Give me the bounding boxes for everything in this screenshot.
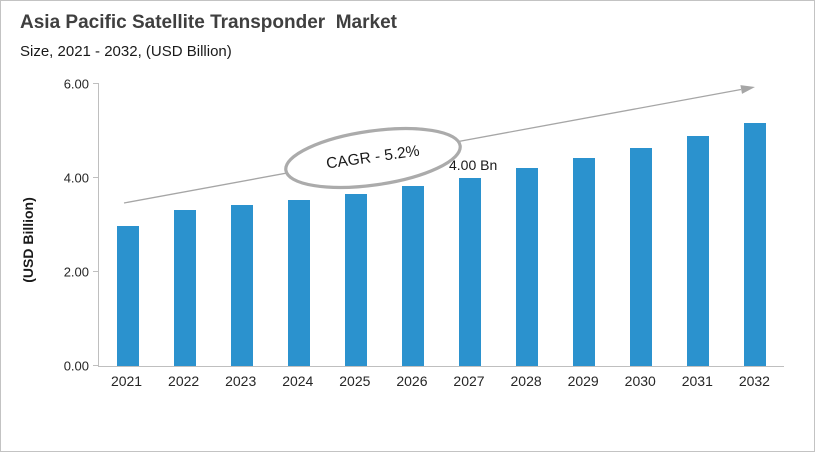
y-tick-mark <box>93 83 99 84</box>
y-tick-label: 4.00 <box>63 170 89 186</box>
x-label-2027: 2027 <box>453 373 485 389</box>
bar-2023 <box>230 205 253 366</box>
y-tick-mark <box>93 177 99 178</box>
bar-slot-2024 <box>270 84 327 366</box>
x-label-2030: 2030 <box>624 373 656 389</box>
x-label-2031: 2031 <box>681 373 713 389</box>
bar-2027 <box>459 178 481 366</box>
bar-2031 <box>687 136 710 366</box>
x-label-2026: 2026 <box>396 373 428 389</box>
bar-slot-2025 <box>327 84 384 366</box>
bar-2022 <box>173 210 196 366</box>
bar-slot-2029 <box>556 84 613 366</box>
bar-slot-2028 <box>499 84 556 366</box>
bar-slot-2032 <box>727 84 784 366</box>
bar-slot-2021 <box>99 84 156 366</box>
bar-slot-2031 <box>670 84 727 366</box>
bar-2030 <box>630 148 653 366</box>
bar-2026 <box>401 186 424 366</box>
x-label-2022: 2022 <box>168 373 200 389</box>
y-tick-label: 2.00 <box>63 264 89 280</box>
bar-slot-2022 <box>156 84 213 366</box>
x-label-2032: 2032 <box>738 373 770 389</box>
bar-2024 <box>287 199 310 366</box>
x-label-2023: 2023 <box>225 373 257 389</box>
x-label-2028: 2028 <box>510 373 542 389</box>
bar-2028 <box>516 168 539 366</box>
y-tick-mark <box>93 365 99 366</box>
x-label-2024: 2024 <box>282 373 314 389</box>
bar-series <box>99 84 784 366</box>
y-tick-label: 0.00 <box>63 358 89 374</box>
chart-title: Asia Pacific Satellite Transponder Marke… <box>20 12 397 33</box>
bar-2029 <box>573 158 596 366</box>
y-axis-title: (USD Billion) <box>20 197 36 283</box>
bar-slot-2030 <box>613 84 670 366</box>
y-tick-label: 6.00 <box>63 76 89 92</box>
bar-slot-2027 <box>441 84 498 366</box>
bar-2021 <box>116 226 139 366</box>
bar-slot-2023 <box>213 84 270 366</box>
y-tick-mark <box>93 271 99 272</box>
x-label-2025: 2025 <box>339 373 371 389</box>
bar-value-label-2027: 4.00 Bn <box>449 157 498 173</box>
x-axis-labels: 2021 2022 2023 2024 2025 2026 2027 2028 2029 2030… <box>98 373 783 389</box>
bar-2025 <box>344 193 367 366</box>
x-label-2029: 2029 <box>567 373 599 389</box>
bar-slot-2026 <box>384 84 441 366</box>
bar-2032 <box>744 123 767 366</box>
plot-area: 0.00 2.00 4.00 6.00 <box>64 78 784 373</box>
chart-subtitle: Size, 2021 - 2032, (USD Billion) <box>20 43 232 60</box>
x-label-2021: 2021 <box>110 373 143 389</box>
